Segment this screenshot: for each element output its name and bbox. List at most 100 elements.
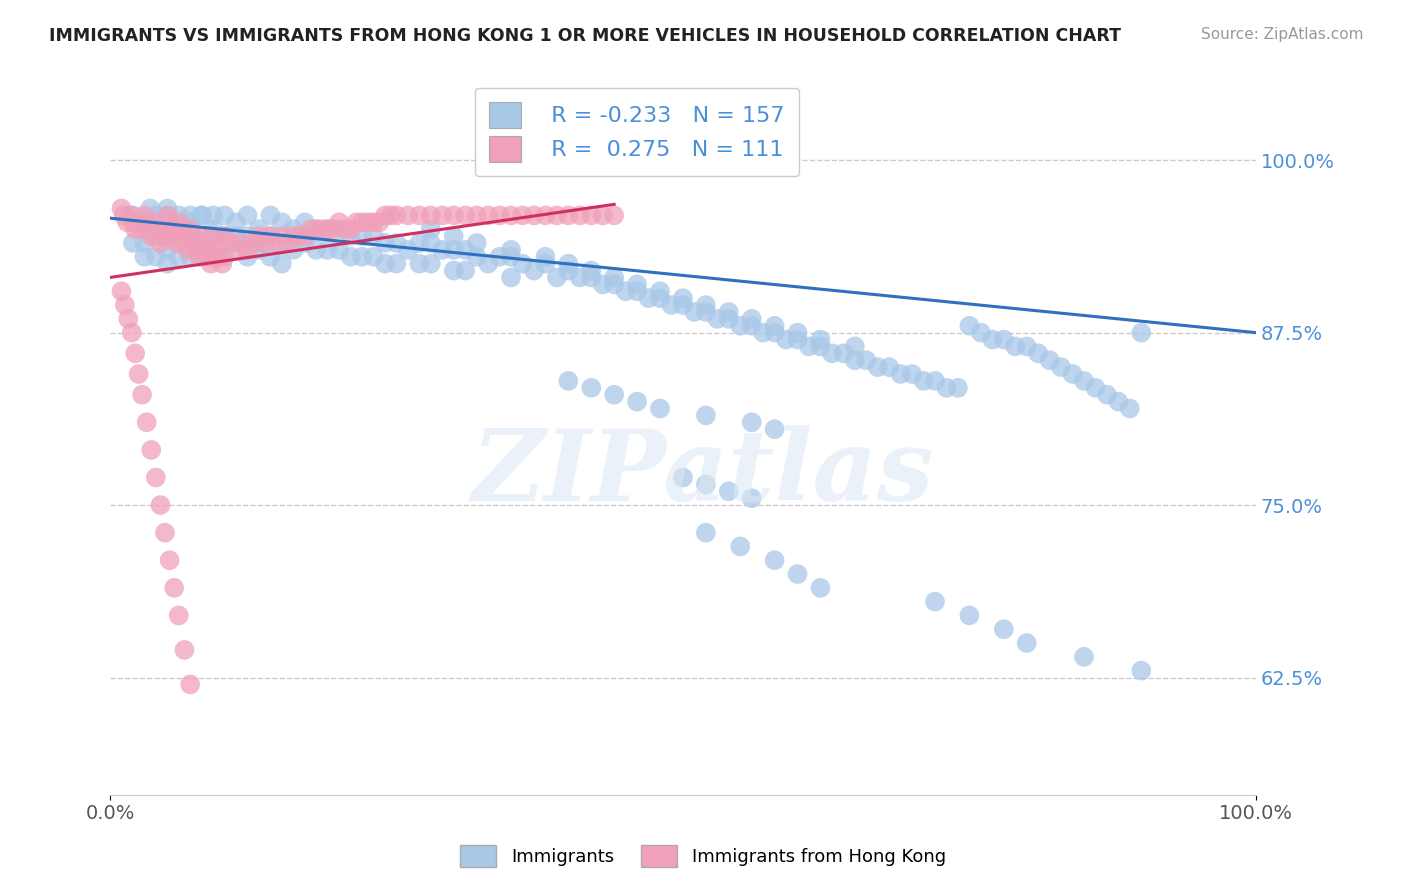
Point (134, 215, 156, 229)
Point (534, 257, 557, 271)
Point (177, 243, 200, 257)
Point (786, 326, 808, 340)
Point (741, 415, 763, 429)
Point (277, 235, 299, 250)
Point (443, 243, 465, 257)
Point (1026, 346, 1049, 360)
Point (204, 235, 226, 250)
Point (385, 208, 408, 222)
Point (214, 208, 236, 222)
Point (408, 257, 430, 271)
Point (603, 388, 626, 402)
Point (844, 339, 866, 353)
Point (344, 215, 367, 229)
Point (121, 326, 143, 340)
Point (380, 208, 402, 222)
Point (114, 298, 136, 312)
Point (328, 243, 350, 257)
Point (443, 229, 465, 244)
Point (1062, 367, 1084, 381)
Point (499, 270, 522, 285)
Point (396, 208, 419, 222)
Point (534, 208, 557, 222)
Point (695, 477, 717, 491)
Point (385, 257, 408, 271)
Point (993, 622, 1015, 636)
Point (546, 270, 568, 285)
Point (142, 215, 165, 229)
Point (159, 553, 181, 567)
Point (190, 208, 212, 222)
Point (202, 229, 225, 244)
Point (122, 215, 145, 229)
Point (603, 208, 626, 222)
Point (167, 608, 190, 623)
Point (363, 250, 385, 264)
Point (512, 208, 534, 222)
Point (499, 208, 522, 222)
Point (225, 229, 247, 244)
Point (197, 250, 219, 264)
Point (149, 235, 172, 250)
Point (672, 470, 695, 484)
Point (912, 374, 935, 388)
Point (145, 229, 167, 244)
Point (717, 484, 740, 499)
Point (357, 215, 380, 229)
Point (184, 235, 207, 250)
Point (419, 222, 441, 236)
Point (661, 298, 683, 312)
Point (821, 346, 844, 360)
Point (152, 222, 174, 236)
Point (172, 229, 194, 244)
Point (363, 229, 385, 244)
Point (924, 594, 946, 608)
Point (322, 222, 344, 236)
Point (970, 326, 993, 340)
Point (270, 215, 292, 229)
Point (408, 235, 430, 250)
Point (190, 250, 212, 264)
Point (775, 333, 797, 347)
Point (167, 250, 190, 264)
Point (419, 235, 441, 250)
Point (135, 415, 157, 429)
Point (167, 208, 190, 222)
Point (695, 298, 717, 312)
Point (141, 229, 163, 244)
Point (534, 250, 557, 264)
Point (352, 215, 374, 229)
Legend:   R = -0.233   N = 157,   R =  0.275   N = 111: R = -0.233 N = 157, R = 0.275 N = 111 (475, 87, 800, 177)
Point (352, 229, 374, 244)
Point (454, 243, 477, 257)
Point (981, 333, 1004, 347)
Point (786, 567, 808, 582)
Point (305, 243, 328, 257)
Point (270, 257, 292, 271)
Point (993, 333, 1015, 347)
Point (368, 215, 391, 229)
Point (557, 257, 579, 271)
Point (810, 339, 832, 353)
Point (122, 235, 145, 250)
Legend: Immigrants, Immigrants from Hong Kong: Immigrants, Immigrants from Hong Kong (453, 838, 953, 874)
Point (179, 677, 201, 691)
Point (1004, 339, 1026, 353)
Point (763, 553, 786, 567)
Point (259, 229, 281, 244)
Point (523, 208, 546, 222)
Point (717, 311, 740, 326)
Point (112, 208, 135, 222)
Point (374, 208, 396, 222)
Point (581, 270, 603, 285)
Point (1107, 394, 1129, 409)
Point (316, 222, 339, 236)
Point (181, 229, 204, 244)
Point (173, 643, 195, 657)
Point (626, 394, 648, 409)
Point (110, 202, 132, 216)
Point (179, 222, 201, 236)
Text: ZIPatlas: ZIPatlas (472, 425, 934, 521)
Point (219, 235, 242, 250)
Point (454, 263, 477, 277)
